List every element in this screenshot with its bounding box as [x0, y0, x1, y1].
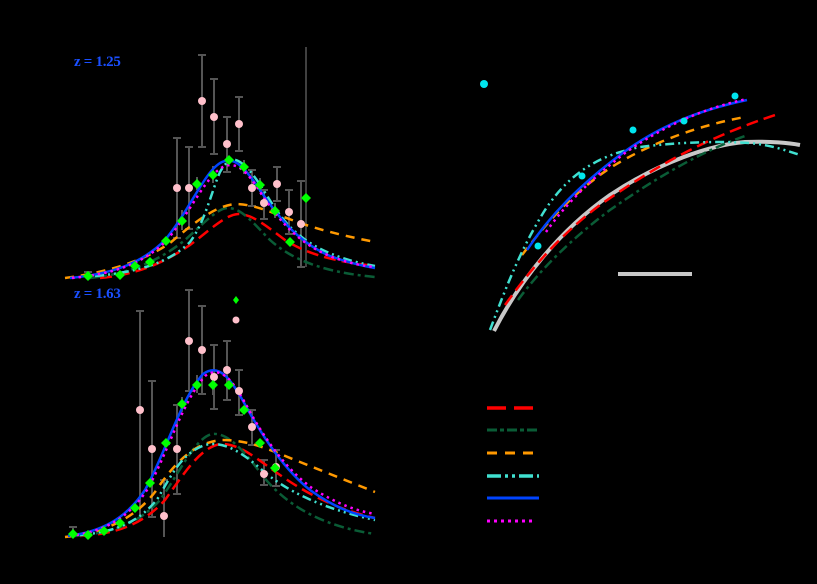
right-magenta-curve — [544, 97, 748, 233]
bottom-curves — [64, 369, 376, 539]
panel-label-bottom-left: z = 1.63 — [74, 286, 121, 302]
right-green-curve — [516, 134, 746, 301]
marker-legend — [232, 296, 240, 324]
top-curves — [64, 158, 376, 280]
bottom-left-panel — [64, 289, 376, 540]
top-magenta-curve — [71, 163, 376, 280]
top-diamond-points — [83, 155, 311, 281]
bottom-turquoise-curve — [79, 442, 376, 537]
legend-diamond-marker — [233, 296, 239, 304]
line-legend — [487, 406, 539, 523]
right-gray-curve — [492, 139, 801, 332]
top-blue-curve — [69, 159, 376, 280]
right-blue-curve — [525, 98, 748, 251]
top-orange-curve — [64, 202, 376, 280]
bottom-blue-curve — [67, 369, 376, 538]
top-error-bars — [84, 47, 307, 280]
top-red-curve — [99, 212, 376, 280]
bottom-error-bars — [69, 289, 280, 537]
top-left-panel — [64, 47, 376, 281]
right-panel — [480, 80, 801, 332]
panel-label-top-left: z = 1.25 — [74, 54, 121, 70]
top-circle-points — [173, 97, 305, 228]
right-cyan-points — [480, 80, 739, 250]
bottom-diamond-points — [68, 380, 280, 540]
right-red-curve — [503, 113, 776, 306]
bottom-magenta-curve — [69, 371, 376, 538]
right-curves — [488, 97, 801, 332]
legend-circle-marker — [232, 316, 240, 324]
right-orange-curve — [521, 115, 746, 256]
bottom-orange-curve — [64, 438, 376, 539]
